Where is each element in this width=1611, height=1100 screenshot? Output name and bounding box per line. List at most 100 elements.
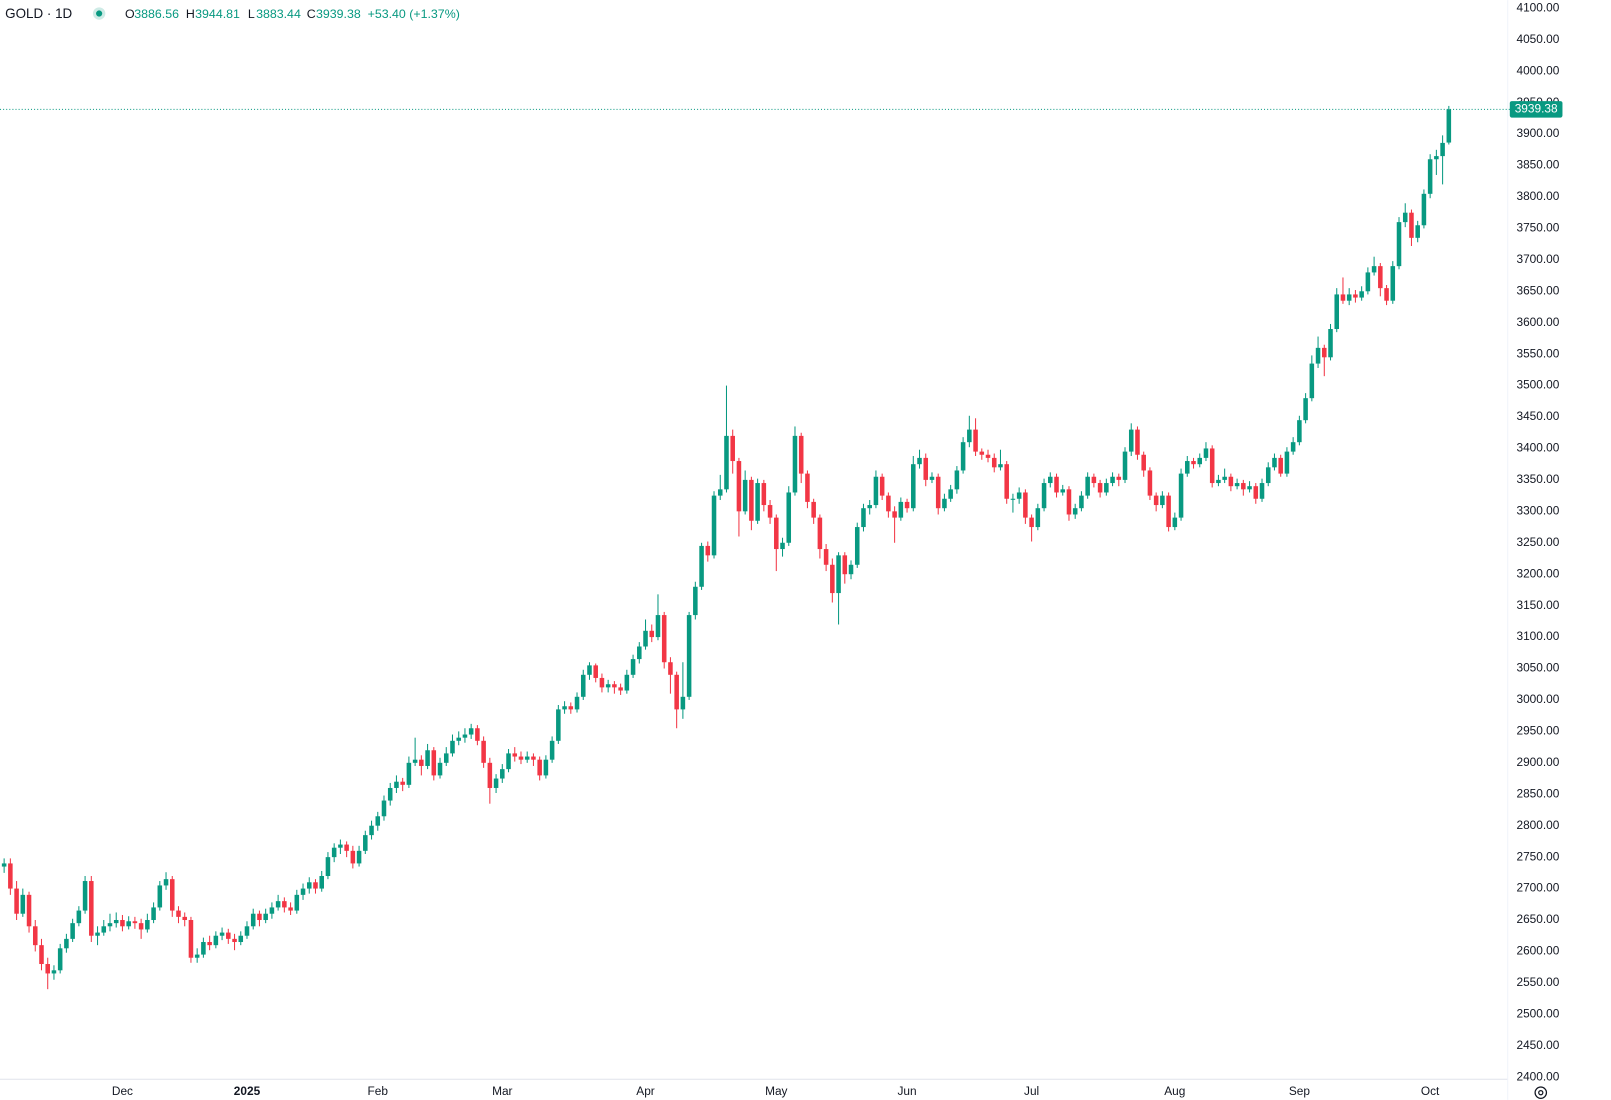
candle-body [169, 879, 175, 911]
candle-body [1259, 483, 1265, 499]
candle-body [406, 762, 412, 785]
candle-body [1446, 109, 1452, 143]
candle-body [736, 461, 742, 512]
candle-body [1234, 483, 1240, 487]
candle-body [1147, 470, 1153, 496]
last-price-tag [1509, 101, 1563, 118]
candle-body [1328, 329, 1333, 358]
candle-body [26, 894, 32, 927]
candles [1, 105, 1452, 990]
candle-body [836, 555, 841, 594]
candle-body [1284, 451, 1290, 474]
x-tick-label: Feb [368, 1084, 389, 1098]
candle-body [132, 921, 138, 924]
candle-body [1409, 212, 1414, 238]
candle-body [101, 926, 107, 933]
candle-body [774, 517, 779, 550]
y-tick-label: 3850.00 [1516, 158, 1559, 172]
candle-body [375, 816, 381, 826]
legend-change: +53.40 (+1.37%) [368, 7, 460, 21]
candle-body [387, 787, 393, 801]
candle-body [363, 835, 368, 851]
legend-value: 3944.81 [195, 7, 240, 21]
candle-body [1365, 272, 1371, 292]
candle-body [294, 894, 300, 911]
y-tick-label: 3600.00 [1516, 315, 1559, 329]
candle-body [1041, 483, 1047, 509]
candle-body [1060, 489, 1066, 493]
candle-body [232, 938, 237, 943]
candle-body [1402, 212, 1408, 223]
candle-body [1434, 156, 1439, 160]
candle-body [1253, 486, 1259, 499]
candle-body [717, 489, 723, 496]
candle-body [89, 881, 94, 936]
candle-body [1072, 508, 1078, 515]
candle-body [1122, 451, 1128, 480]
x-tick-label: May [765, 1084, 787, 1098]
candle-body [1178, 473, 1184, 518]
legend-key: O [125, 7, 135, 21]
candle-body [188, 920, 194, 958]
candle-body [823, 549, 829, 565]
settings-icon[interactable] [1534, 1086, 1548, 1099]
candle-body [898, 501, 904, 518]
candle-body [32, 926, 38, 946]
candle-body [730, 435, 735, 462]
candle-body [51, 970, 57, 974]
candle-body [923, 457, 929, 480]
candle-body [207, 942, 212, 946]
candle-body [618, 687, 623, 691]
candle-body [1390, 266, 1396, 301]
y-tick-label: 3450.00 [1516, 409, 1559, 423]
candle-body [1415, 225, 1420, 238]
candle-body [126, 921, 131, 927]
candle-body [1035, 508, 1041, 528]
candle-body [967, 429, 972, 443]
candle-body [587, 665, 592, 675]
candle-body [1004, 464, 1009, 499]
candle-body [767, 505, 773, 518]
candle-body [76, 910, 82, 924]
candle-body [263, 913, 268, 921]
candle-body [985, 454, 991, 458]
candle-body [1166, 495, 1171, 528]
candle-body [991, 457, 997, 468]
candle-body [1023, 492, 1028, 518]
candle-body [145, 920, 150, 930]
y-tick-label: 2750.00 [1516, 849, 1559, 863]
candle-body [854, 527, 860, 565]
candle-body [1197, 457, 1203, 465]
candle-body [1309, 363, 1315, 399]
candle-body [319, 875, 324, 889]
candle-body [556, 709, 561, 741]
y-tick-label: 2400.00 [1516, 1069, 1559, 1083]
candle-body [82, 881, 88, 911]
candle-body [593, 665, 598, 678]
candle-body [1297, 420, 1302, 443]
candle-body [1116, 476, 1122, 480]
candle-body [786, 492, 792, 543]
candle-body [1128, 429, 1134, 452]
candle-body [1185, 461, 1190, 474]
settings-gear[interactable] [1534, 1086, 1548, 1099]
candle-body [605, 684, 611, 688]
candle-body [369, 825, 374, 836]
candle-body [425, 750, 430, 766]
candle-body [1384, 288, 1389, 301]
candle-body [468, 728, 474, 735]
candle-body [1303, 398, 1308, 421]
candle-body [543, 759, 549, 776]
settings-gear-center[interactable] [1538, 1089, 1544, 1096]
candle-body [699, 545, 704, 587]
candle-body [456, 737, 461, 741]
candle-body [911, 464, 916, 509]
candle-body [1265, 467, 1271, 484]
candle-body [275, 901, 281, 908]
symbol[interactable]: GOLD · 1D [5, 6, 72, 21]
candle-body [935, 476, 941, 509]
candle-body [1066, 489, 1072, 515]
candle-body [39, 945, 44, 965]
candle-body [1160, 495, 1165, 506]
